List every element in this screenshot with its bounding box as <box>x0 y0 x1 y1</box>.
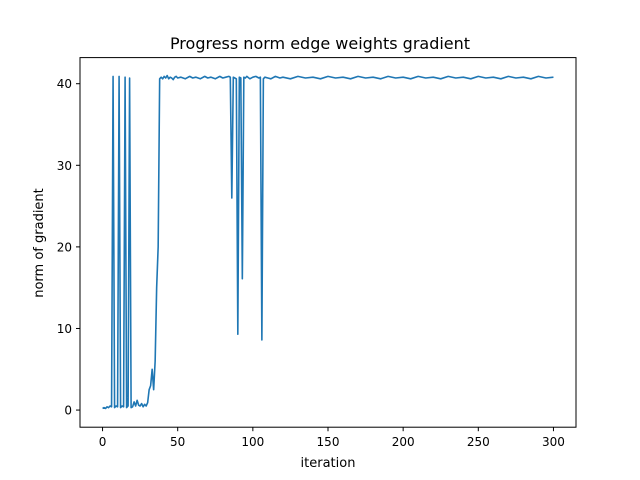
x-tick-label: 0 <box>99 435 107 449</box>
y-tick-label: 0 <box>64 404 72 418</box>
x-tick-label: 200 <box>392 435 415 449</box>
x-tick-label: 100 <box>241 435 264 449</box>
axes-frame <box>79 57 577 428</box>
chart-title: Progress norm edge weights gradient <box>170 34 470 53</box>
y-axis-ticks: 0 10 20 30 40 <box>57 77 80 418</box>
x-tick-label: 50 <box>170 435 185 449</box>
x-tick-label: 250 <box>467 435 490 449</box>
y-tick-label: 10 <box>57 322 72 336</box>
series-line-0 <box>102 74 554 410</box>
y-tick-label: 40 <box>57 77 72 91</box>
plot-area <box>102 74 554 410</box>
y-tick-label: 20 <box>57 240 72 254</box>
x-tick-label: 150 <box>317 435 340 449</box>
x-axis-label: iteration <box>301 456 356 471</box>
y-tick-label: 30 <box>57 159 72 173</box>
x-axis-ticks: 0 50 100 150 200 250 300 <box>99 427 565 449</box>
x-tick-label: 300 <box>542 435 565 449</box>
y-axis-label: norm of gradient <box>32 188 47 298</box>
